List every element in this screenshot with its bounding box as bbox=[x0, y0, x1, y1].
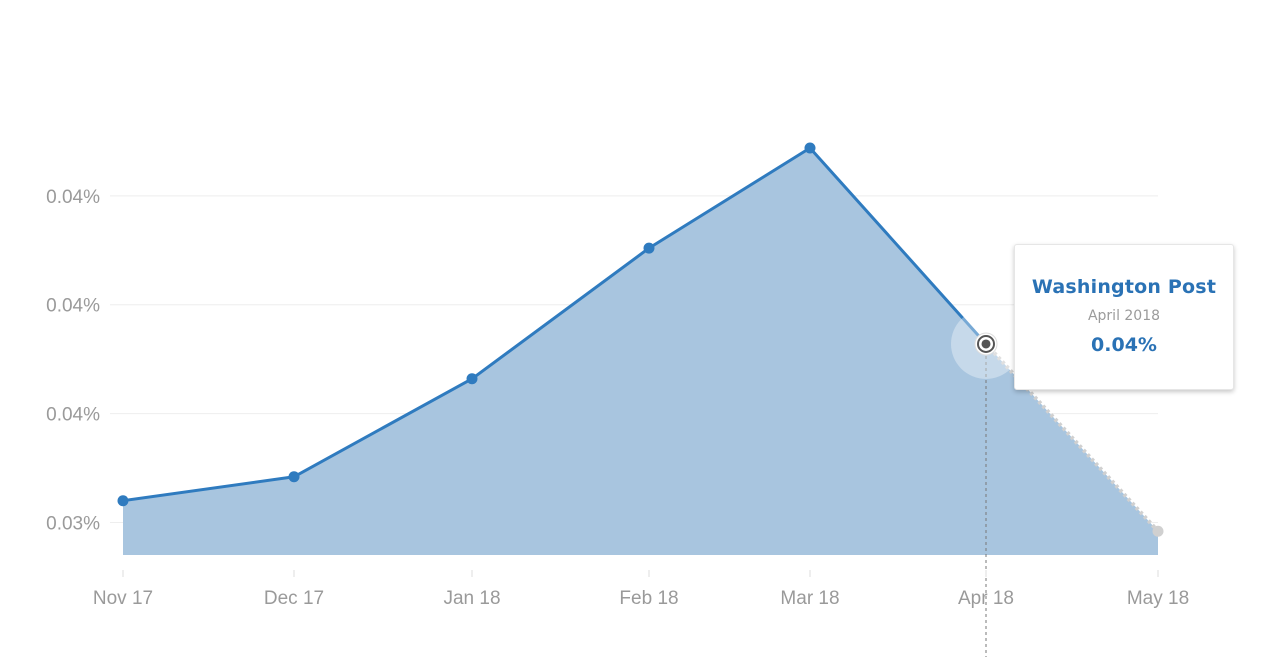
tooltip-value: 0.04% bbox=[1091, 334, 1157, 356]
y-axis-tick-labels: 0.03% 0.04% 0.04% 0.04% bbox=[46, 187, 100, 535]
x-tick-label: Jan 18 bbox=[443, 588, 500, 609]
data-point[interactable] bbox=[117, 495, 129, 507]
tooltip-series-name: Washington Post bbox=[1031, 276, 1217, 298]
area-fill-layer bbox=[123, 147, 1158, 555]
y-tick-label: 0.03% bbox=[46, 513, 100, 534]
data-point[interactable] bbox=[804, 142, 816, 154]
y-tick-label: 0.04% bbox=[46, 405, 100, 426]
x-tick-label: Apr 18 bbox=[958, 588, 1014, 609]
y-tick-label: 0.04% bbox=[46, 187, 100, 208]
hover-point-core bbox=[981, 339, 991, 349]
data-point[interactable] bbox=[1152, 525, 1164, 537]
tooltip-date: April 2018 bbox=[1087, 308, 1161, 324]
chart-tooltip: Washington Post April 2018 0.04% bbox=[1014, 244, 1234, 390]
x-tick-label: Dec 17 bbox=[264, 588, 324, 609]
area-fill bbox=[123, 147, 1158, 555]
data-point[interactable] bbox=[466, 373, 478, 385]
x-tick-label: Feb 18 bbox=[619, 588, 678, 609]
data-point[interactable] bbox=[643, 242, 655, 254]
x-axis-tick-labels: Nov 17 Dec 17 Jan 18 Feb 18 Mar 18 Apr 18 May … bbox=[93, 570, 1189, 609]
x-tick-label: Nov 17 bbox=[93, 588, 153, 609]
y-tick-label: 0.04% bbox=[46, 296, 100, 317]
data-points-layer bbox=[117, 142, 1164, 537]
x-tick-label: May 18 bbox=[1127, 588, 1189, 609]
data-point[interactable] bbox=[288, 471, 300, 483]
series-line bbox=[122, 146, 988, 503]
x-tick-label: Mar 18 bbox=[780, 588, 839, 609]
